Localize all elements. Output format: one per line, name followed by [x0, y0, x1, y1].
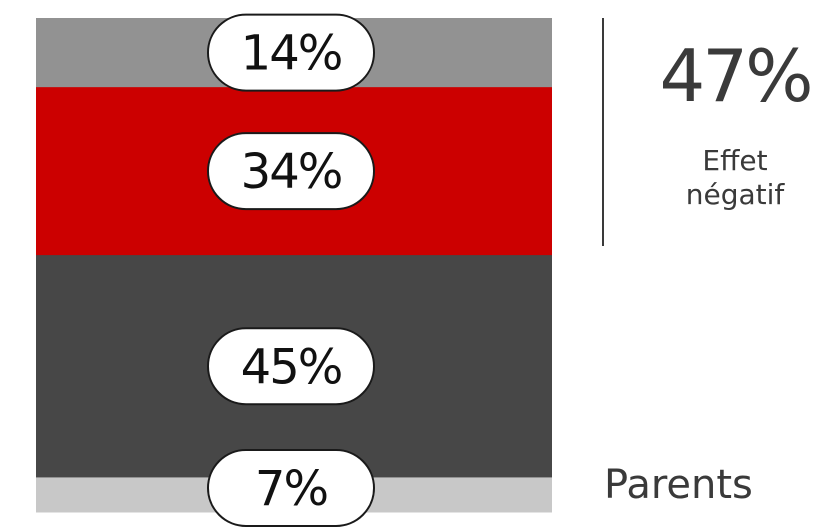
label-pill	[207, 13, 375, 92]
label-text: 45%	[241, 339, 342, 395]
bar-segments	[36, 18, 552, 513]
segment-value-label: 45%	[207, 327, 375, 406]
label-pill	[207, 132, 375, 211]
category-label: Parents	[604, 462, 753, 508]
segment-value-label: 34%	[207, 132, 375, 211]
segment-labels: 14% 34% 45% 7%	[207, 13, 375, 527]
label-text: 7%	[255, 461, 327, 517]
label-pill	[207, 449, 375, 527]
negative-effect-total: 47%	[659, 34, 813, 118]
segment-value-label: 14%	[207, 13, 375, 92]
segment-value-label: 7%	[207, 449, 375, 527]
label-text: 34%	[241, 144, 342, 200]
label-pill	[207, 327, 375, 406]
negative-effect-label: Effet négatif	[685, 144, 785, 211]
label-text: 14%	[241, 26, 342, 82]
